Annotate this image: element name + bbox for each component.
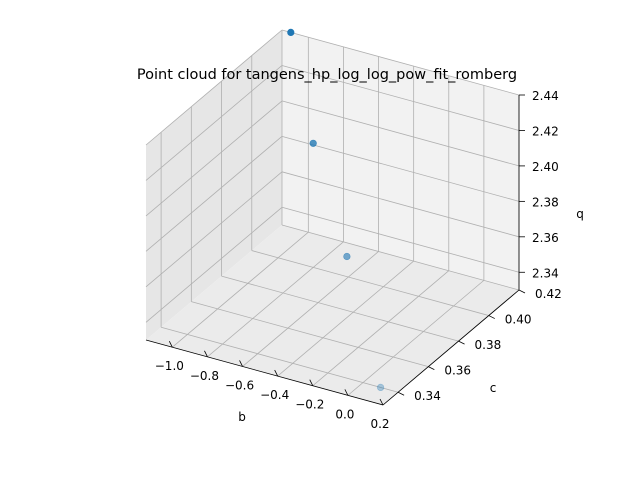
x-tick (168, 341, 173, 348)
x-tick-label: −0.6 (225, 378, 254, 392)
grid-line-x (312, 270, 450, 387)
axis-ticks: −1.0−0.8−0.6−0.4−0.20.00.20.340.360.380.… (155, 89, 562, 431)
x-tick (274, 369, 279, 377)
data-point (377, 383, 385, 392)
grid-line-z (145, 65, 283, 181)
z-tick-label: 2.44 (532, 89, 559, 103)
grid-line-y (191, 301, 429, 368)
y-tick-label: 0.40 (505, 313, 532, 327)
back-pane (282, 30, 519, 290)
y-axis-label: c (490, 381, 497, 395)
z-tick-label: 2.38 (532, 195, 559, 209)
y-tick (518, 289, 526, 294)
axis-panes (146, 30, 519, 405)
x-axis-line (145, 339, 384, 406)
grid-line-x (347, 280, 485, 396)
grid-line-z (281, 171, 520, 238)
chart-title: Point cloud for tangens_hp_log_log_pow_f… (137, 67, 517, 83)
x-tick-label: 0.0 (335, 407, 354, 421)
grid-line-z (281, 65, 520, 131)
y-tick-label: 0.42 (535, 287, 562, 301)
grid-line-y (251, 250, 489, 316)
grid-line-x (242, 251, 379, 367)
x-tick-label: −0.8 (190, 369, 219, 383)
z-tick-label: 2.34 (532, 266, 559, 280)
grid-line-z (145, 100, 283, 217)
x-tick (309, 379, 314, 386)
grid-line-y (281, 224, 520, 291)
grid-line-z (145, 136, 283, 252)
grid-line-z (145, 206, 283, 323)
grid-line-y (161, 326, 399, 393)
y-tick-label: 0.36 (444, 364, 471, 378)
grid-line-z (281, 206, 520, 273)
data-point (287, 28, 295, 37)
grid-lines (145, 29, 520, 406)
x-tick-label: −0.2 (295, 398, 324, 412)
y-tick-label: 0.34 (414, 389, 441, 403)
x-tick (379, 398, 384, 406)
x-tick (344, 389, 349, 396)
grid-line-z (281, 100, 520, 167)
x-axis-label: b (238, 410, 246, 424)
grid-line-x (207, 241, 344, 358)
grid-line-z (281, 135, 520, 202)
data-point (309, 139, 317, 147)
z-tick-label: 2.42 (532, 124, 559, 138)
y-tick (488, 315, 495, 319)
y-tick (458, 340, 465, 345)
z-axis-label: q (576, 207, 584, 221)
data-points (287, 28, 385, 392)
grid-line-x (172, 231, 309, 348)
grid-line-z (281, 29, 520, 96)
x-tick-label: −1.0 (155, 359, 184, 373)
y-tick-label: 0.38 (475, 338, 502, 352)
grid-line-x (277, 260, 414, 377)
z-tick-label: 2.36 (532, 231, 559, 245)
x-tick-label: −0.4 (260, 388, 289, 402)
x-tick (239, 360, 243, 367)
y-tick (428, 366, 435, 371)
grid-line-z (145, 29, 283, 146)
grid-line-z (145, 171, 283, 288)
floor-pane (146, 225, 519, 405)
left-pane (146, 30, 282, 340)
grid-line-y (221, 275, 459, 342)
z-tick-label: 2.40 (532, 160, 559, 174)
axis-edges (145, 95, 520, 406)
data-point (343, 252, 351, 261)
y-tick (397, 391, 405, 396)
x-tick (204, 350, 208, 358)
y-axis-line (382, 289, 520, 406)
x-tick-label: 0.2 (370, 417, 389, 431)
